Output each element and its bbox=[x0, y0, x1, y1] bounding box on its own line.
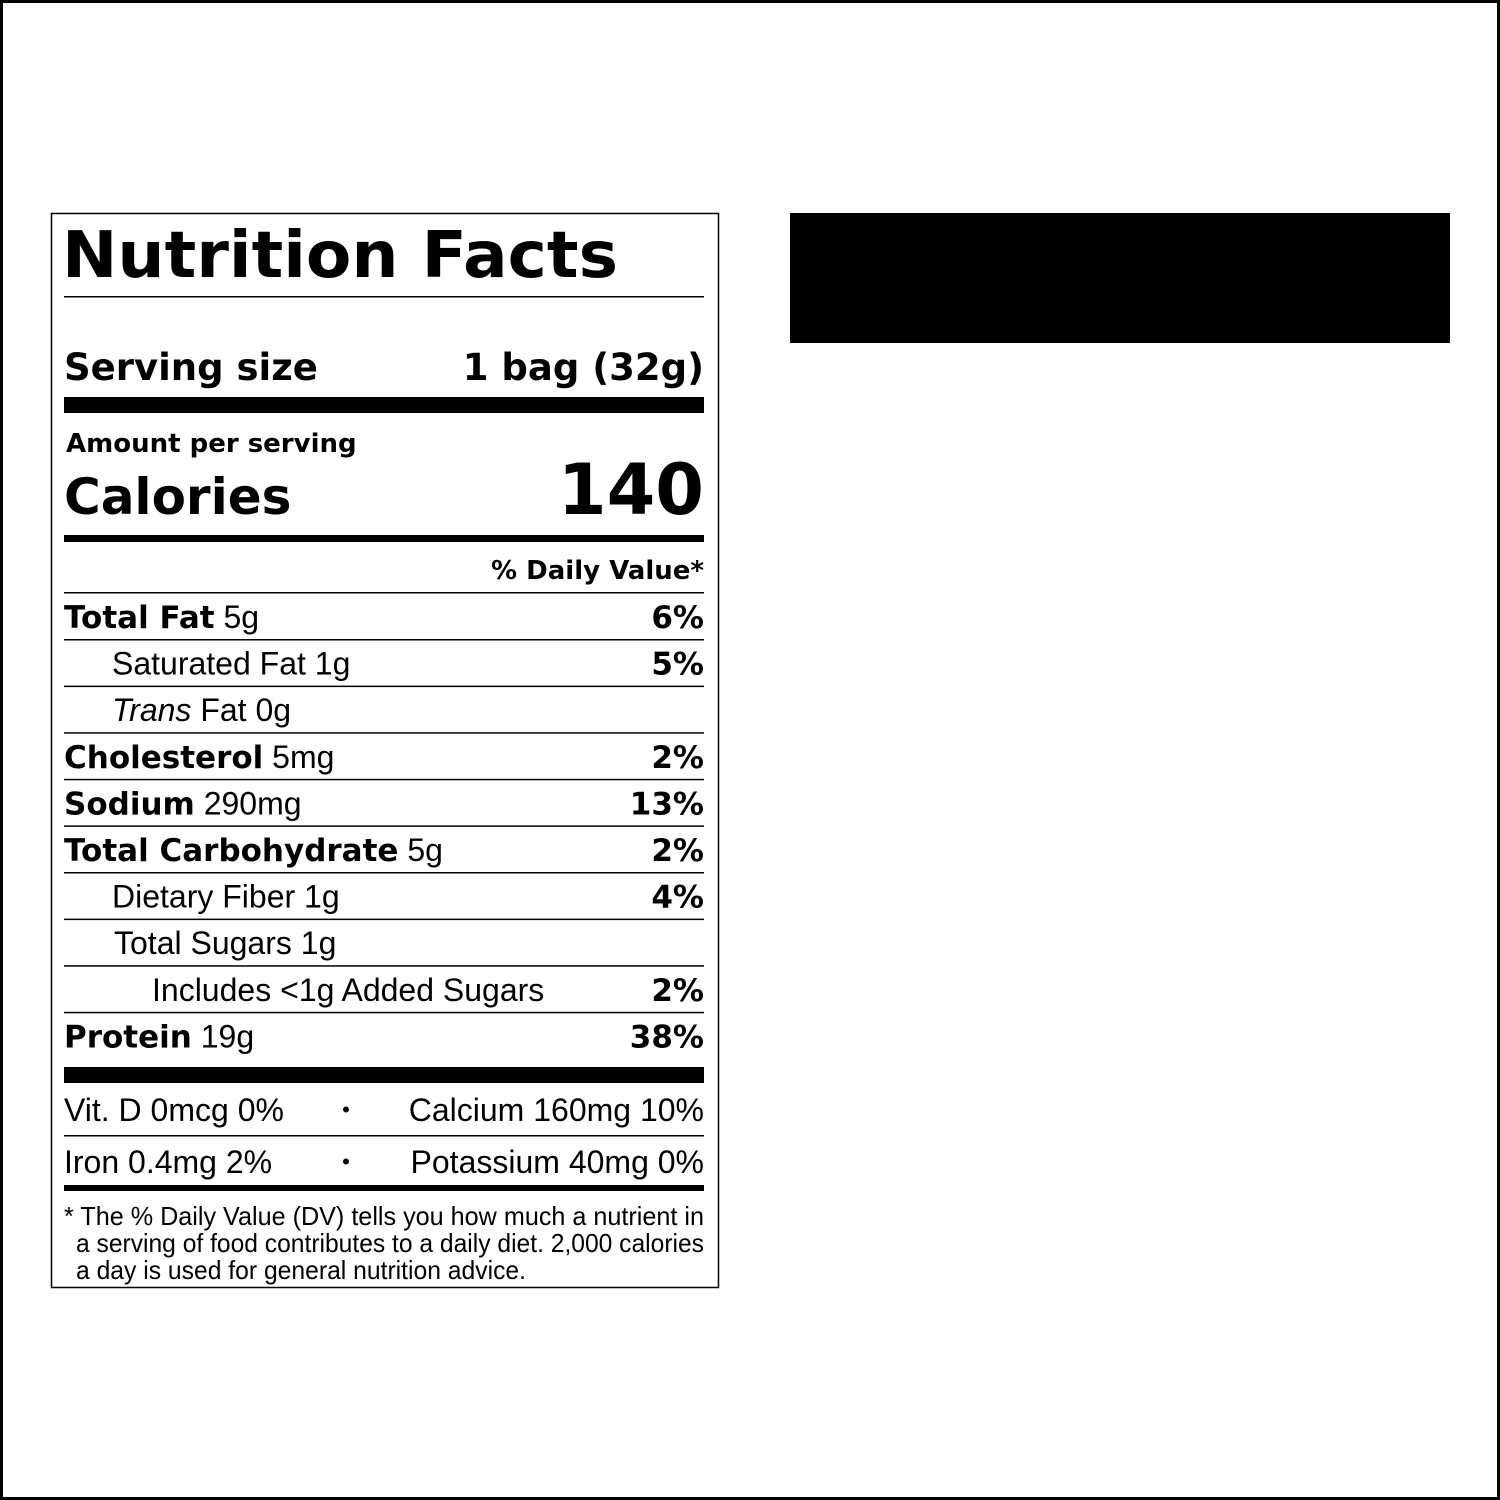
title: Nutrition Facts bbox=[62, 219, 618, 293]
nutrient-dv: 2% bbox=[651, 740, 704, 776]
nutrient-prefix: Trans bbox=[112, 692, 191, 728]
nutrient-line: Trans Fat 0g bbox=[112, 692, 291, 728]
vitamin: Vit. D 0mcg 0% bbox=[64, 1092, 284, 1128]
nutrient-amount: 5g bbox=[223, 599, 259, 635]
nutrient-amount: 1g bbox=[315, 646, 351, 682]
daily-value-header: % Daily Value* bbox=[491, 556, 704, 586]
vitamin: Potassium 40mg 0% bbox=[411, 1144, 704, 1180]
nutrient-line: Total Carbohydrate 5g bbox=[64, 832, 443, 869]
nutrient-amount: 19g bbox=[201, 1018, 254, 1054]
net-carbs-asterisk: * bbox=[806, 225, 822, 260]
net-carbs-box bbox=[790, 213, 1450, 343]
nutrient-line: Includes <1g Added Sugars bbox=[152, 972, 544, 1008]
nutrient-dv: 4% bbox=[651, 880, 704, 916]
nutrient-dv: 38% bbox=[630, 1019, 704, 1055]
rule bbox=[64, 872, 704, 874]
separator: • bbox=[342, 1149, 350, 1174]
rule bbox=[64, 1011, 704, 1014]
rule bbox=[64, 592, 704, 594]
footnote-line: a day is used for general nutrition advi… bbox=[76, 1255, 526, 1285]
nutrient-line: Protein 19g bbox=[64, 1018, 254, 1055]
nutrient-name: Total Carbohydrate bbox=[64, 833, 398, 869]
serving-size-label: Serving size bbox=[64, 346, 318, 389]
nutrient-name: Total Fat bbox=[64, 600, 215, 636]
rule bbox=[64, 1135, 704, 1137]
rule bbox=[64, 685, 704, 688]
vitamin: Iron 0.4mg 2% bbox=[64, 1144, 272, 1180]
nutrient-amount: 1g bbox=[301, 925, 337, 961]
nutrient-line: Dietary Fiber 1g bbox=[112, 879, 340, 915]
nutrient-line: Cholesterol 5mg bbox=[64, 739, 334, 776]
nutrient-dv: 2% bbox=[651, 973, 704, 1009]
nutrient-amount: 0g bbox=[255, 692, 291, 728]
nutrient-line: Total Fat 5g bbox=[64, 599, 259, 636]
nutrient-line: Total Sugars 1g bbox=[114, 925, 336, 961]
calories-value: 140 bbox=[558, 449, 704, 531]
separator: • bbox=[342, 1097, 350, 1122]
nutrient-amount: 5g bbox=[407, 832, 443, 868]
medium-rule bbox=[64, 535, 704, 542]
nutrient-name: Cholesterol bbox=[64, 740, 263, 776]
thick-rule bbox=[64, 397, 704, 413]
nutrient-name: Dietary Fiber bbox=[112, 879, 296, 915]
rule bbox=[64, 918, 704, 921]
nutrient-amount: 290mg bbox=[204, 785, 302, 821]
rule bbox=[64, 732, 704, 734]
serving-size-value: 1 bag (32g) bbox=[463, 346, 704, 389]
net-carbs-line: 5g Total Carbs – 1g Fiber = bbox=[822, 229, 1435, 278]
nutrient-name: Protein bbox=[64, 1019, 192, 1055]
net-carbs-line: 4g Net Carbs bbox=[968, 284, 1273, 333]
rule bbox=[64, 965, 704, 967]
nutrient-line: Sodium 290mg bbox=[64, 785, 302, 822]
nutrient-amount: 1g bbox=[304, 879, 340, 915]
nutrient-amount: 5mg bbox=[272, 739, 334, 775]
label-box bbox=[50, 212, 720, 1289]
nutrient-name: Saturated Fat bbox=[112, 646, 306, 682]
footnote-line: * The % Daily Value (DV) tells you how m… bbox=[64, 1201, 704, 1231]
nutrient-name: Includes <1g Added Sugars bbox=[152, 972, 544, 1008]
nutrient-dv: 13% bbox=[630, 786, 704, 822]
footnote-line: a serving of food contributes to a daily… bbox=[76, 1228, 704, 1258]
nutrient-dv: 2% bbox=[651, 833, 704, 869]
thick-rule bbox=[64, 1067, 704, 1083]
vitamin: Calcium 160mg 10% bbox=[409, 1092, 704, 1128]
nutrient-dv: 5% bbox=[651, 647, 704, 683]
nutrient-name: Sodium bbox=[64, 786, 195, 822]
nutrient-name: Fat bbox=[200, 692, 246, 728]
nutrient-name: Total Sugars bbox=[114, 925, 292, 961]
rule bbox=[64, 296, 704, 298]
medium-rule bbox=[64, 1185, 704, 1191]
amount-per-serving: Amount per serving bbox=[66, 429, 357, 459]
rule bbox=[64, 778, 704, 781]
calories-label: Calories bbox=[64, 468, 291, 526]
nutrient-dv: 6% bbox=[651, 600, 704, 636]
rule bbox=[64, 639, 704, 641]
rule bbox=[64, 825, 704, 827]
nutrient-line: Saturated Fat 1g bbox=[112, 646, 350, 682]
